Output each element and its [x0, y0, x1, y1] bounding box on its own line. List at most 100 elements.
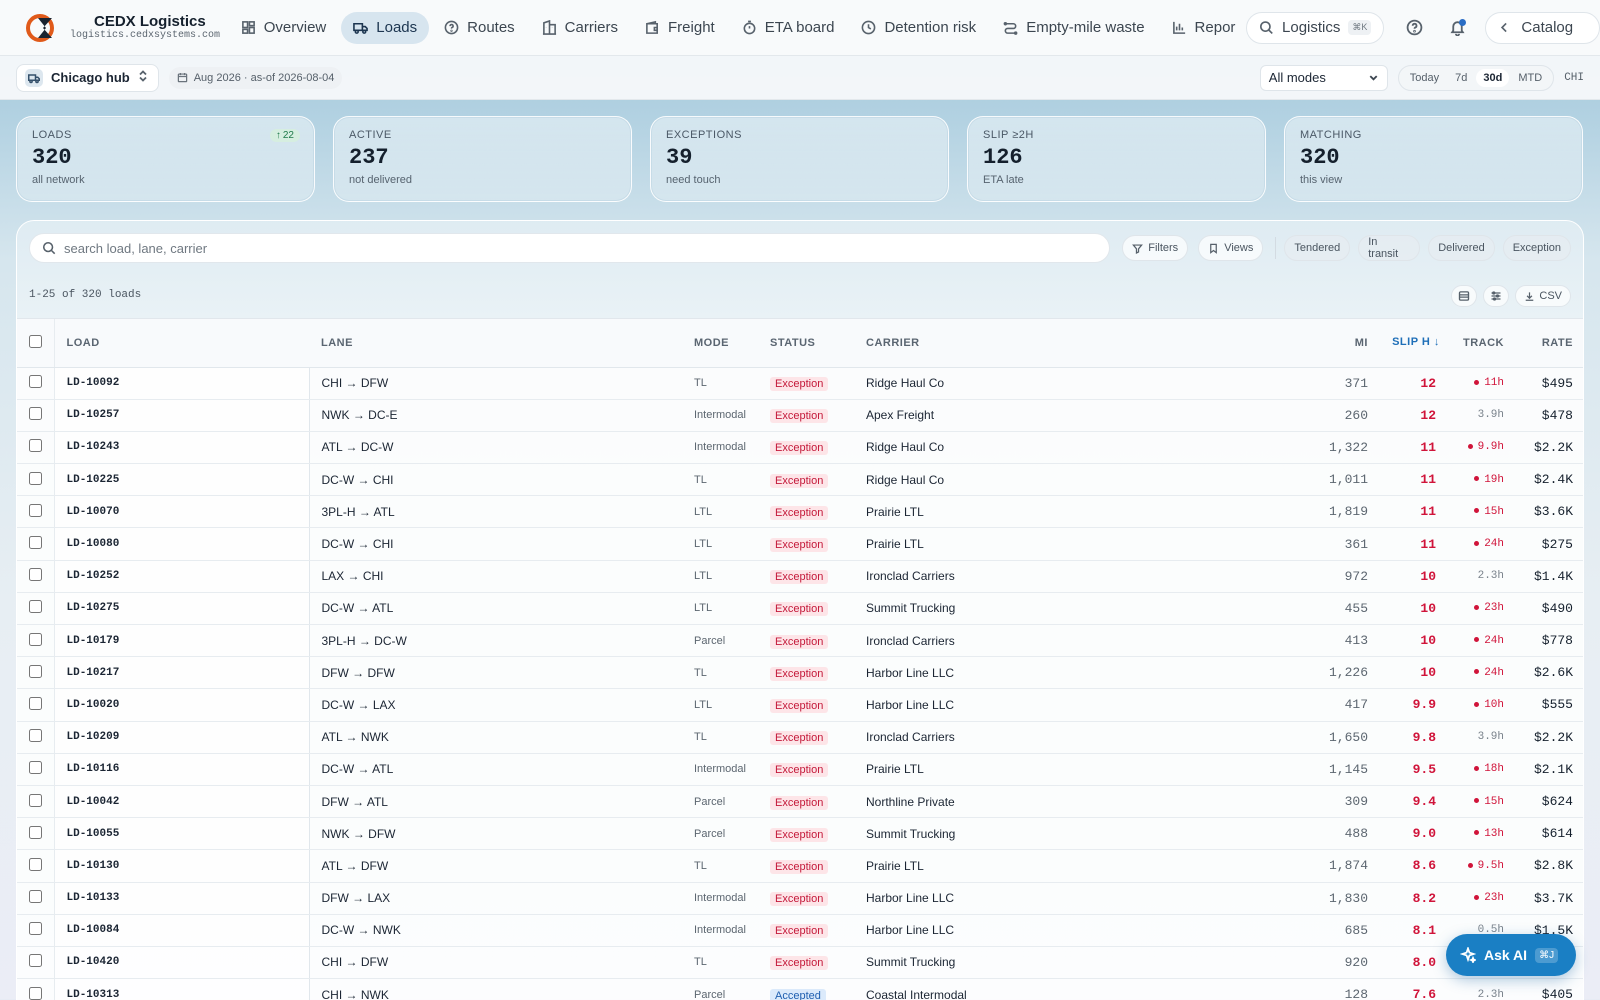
table-row[interactable]: LD-10084 DC-W → NWK Intermodal Exception Har… — [17, 914, 1583, 947]
status-chip-exception[interactable]: Exception — [1502, 235, 1571, 261]
row-checkbox[interactable] — [28, 439, 42, 453]
status-chip-delivered[interactable]: Delivered — [1428, 235, 1495, 261]
load-id[interactable]: LD-10130 — [54, 849, 310, 883]
load-id[interactable]: LD-10217 — [54, 656, 310, 690]
row-checkbox[interactable] — [28, 600, 42, 614]
row-checkbox[interactable] — [28, 471, 42, 485]
load-id[interactable]: LD-10275 — [54, 592, 310, 626]
density-button[interactable] — [1451, 285, 1478, 307]
table-row[interactable]: LD-10257 NWK → DC-E Intermodal Exception Ape… — [17, 399, 1583, 432]
table-row[interactable]: LD-10243 ATL → DC-W Intermodal Exception Rid… — [17, 431, 1583, 465]
row-checkbox[interactable] — [28, 729, 42, 743]
nav-item-overview[interactable]: Overview — [229, 12, 339, 44]
load-id[interactable]: LD-10420 — [54, 946, 310, 980]
table-row[interactable]: LD-10179 3PL-H → DC-W Parcel Exception Ironc… — [17, 624, 1583, 658]
load-id[interactable]: LD-10070 — [54, 495, 310, 529]
load-id[interactable]: LD-10055 — [54, 817, 310, 851]
table-row[interactable]: LD-10070 3PL-H → ATL LTL Exception Prairie L… — [17, 495, 1583, 529]
filters-button[interactable]: Filters — [1122, 235, 1189, 261]
load-id[interactable]: LD-10084 — [54, 914, 310, 947]
row-checkbox[interactable] — [28, 568, 42, 582]
row-checkbox[interactable] — [28, 922, 42, 936]
nav-item-loads[interactable]: Loads — [341, 11, 430, 44]
row-checkbox[interactable] — [28, 632, 42, 646]
nav-item-detention-risk[interactable]: Detention risk — [849, 12, 988, 44]
row-checkbox[interactable] — [28, 857, 42, 871]
col-carrier[interactable]: CARRIER — [866, 319, 1296, 368]
nav-item-eta-board[interactable]: ETA board — [730, 12, 847, 44]
col-rate[interactable]: RATE — [1516, 319, 1583, 368]
load-search-input[interactable]: search load, lane, carrier — [29, 233, 1111, 263]
row-checkbox[interactable] — [28, 536, 42, 550]
table-row[interactable]: LD-10055 NWK → DFW Parcel Exception Summit T… — [17, 817, 1583, 851]
row-checkbox[interactable] — [28, 761, 42, 775]
table-row[interactable]: LD-10080 DC-W → CHI LTL Exception Prairie LT… — [17, 527, 1583, 561]
table-row[interactable]: LD-10313 CHI → NWK Parcel Accepted Coastal I… — [17, 978, 1583, 1000]
load-id[interactable]: LD-10080 — [54, 527, 310, 561]
select-all-checkbox[interactable] — [28, 334, 42, 348]
ask-ai-button[interactable]: Ask AI ⌘J — [1446, 934, 1576, 976]
col-track[interactable]: TRACK — [1452, 319, 1516, 368]
row-checkbox[interactable] — [28, 986, 42, 1000]
global-search[interactable]: Logistics ⌘K — [1246, 11, 1385, 44]
table-row[interactable]: LD-10252 LAX → CHI LTL Exception Ironclad Ca… — [17, 560, 1583, 593]
row-checkbox[interactable] — [28, 793, 42, 807]
col-slip-sorted[interactable]: SLIP H ↓ — [1380, 319, 1452, 368]
csv-export-button[interactable]: CSV — [1515, 285, 1571, 307]
nav-item-reports[interactable]: Repor — [1160, 12, 1240, 44]
nav-item-carriers[interactable]: Carriers — [530, 12, 630, 44]
load-id[interactable]: LD-10257 — [54, 399, 310, 432]
load-id[interactable]: LD-10243 — [54, 431, 310, 465]
row-checkbox[interactable] — [28, 954, 42, 968]
status-chip-in-transit[interactable]: In transit — [1358, 235, 1421, 261]
date-chip[interactable]: Aug 2026 · as-of 2026-08-04 — [168, 66, 343, 89]
col-mode[interactable]: MODE — [694, 319, 770, 368]
table-row[interactable]: LD-10133 DFW → LAX Intermodal Exception Harb… — [17, 882, 1583, 915]
brand[interactable]: CEDX Logistics logistics.cedxsystems.com — [0, 13, 229, 42]
load-id[interactable]: LD-10133 — [54, 882, 310, 915]
table-row[interactable]: LD-10420 CHI → DFW TL Exception Summit Truck… — [17, 946, 1583, 980]
views-button[interactable]: Views — [1198, 235, 1264, 261]
nav-item-empty-mile-waste[interactable]: Empty-mile waste — [991, 12, 1156, 44]
kpi-active[interactable]: ACTIVE 237 not delivered — [333, 116, 632, 202]
table-row[interactable]: LD-10042 DFW → ATL Parcel Exception Northlin… — [17, 785, 1583, 819]
mode-select[interactable]: All modes — [1259, 64, 1388, 91]
col-status[interactable]: STATUS — [770, 319, 866, 368]
catalog-button[interactable]: Catalog — [1485, 11, 1600, 44]
row-checkbox[interactable] — [28, 890, 42, 904]
range-30d[interactable]: 30d — [1476, 68, 1510, 87]
columns-button[interactable] — [1483, 285, 1510, 307]
row-checkbox[interactable] — [28, 503, 42, 517]
status-chip-tendered[interactable]: Tendered — [1284, 235, 1351, 261]
notifications-button[interactable] — [1442, 12, 1474, 44]
load-id[interactable]: LD-10225 — [54, 463, 310, 497]
range-today[interactable]: Today — [1409, 71, 1440, 84]
load-id[interactable]: LD-10313 — [54, 978, 310, 1000]
table-row[interactable]: LD-10275 DC-W → ATL LTL Exception Summit Tru… — [17, 592, 1583, 626]
row-checkbox[interactable] — [28, 407, 42, 421]
row-checkbox[interactable] — [28, 664, 42, 678]
range-7d[interactable]: 7d — [1455, 71, 1468, 84]
nav-item-freight[interactable]: Freight — [633, 12, 727, 44]
load-id[interactable]: LD-10042 — [54, 785, 310, 819]
row-checkbox[interactable] — [28, 825, 42, 839]
kpi-slip[interactable]: SLIP ≥2H 126 ETA late — [967, 116, 1266, 202]
load-id[interactable]: LD-10252 — [54, 560, 310, 593]
row-checkbox[interactable] — [28, 375, 42, 389]
kpi-matching[interactable]: MATCHING 320 this view — [1284, 116, 1583, 202]
kpi-exceptions[interactable]: EXCEPTIONS 39 need touch — [650, 116, 949, 202]
table-row[interactable]: LD-10092 CHI → DFW TL Exception Ridge Haul C… — [17, 367, 1583, 400]
row-checkbox[interactable] — [28, 696, 42, 710]
col-mi[interactable]: MI — [1296, 319, 1380, 368]
table-row[interactable]: LD-10116 DC-W → ATL Intermodal Exception Pra… — [17, 753, 1583, 786]
table-row[interactable]: LD-10209 ATL → NWK TL Exception Ironclad Car… — [17, 721, 1583, 754]
kpi-loads[interactable]: LOADS 320 all network ↑ 22 — [16, 116, 315, 202]
load-id[interactable]: LD-10209 — [54, 721, 310, 754]
load-id[interactable]: LD-10020 — [54, 688, 310, 722]
load-id[interactable]: LD-10179 — [54, 624, 310, 658]
col-lane[interactable]: LANE — [309, 319, 694, 368]
help-button[interactable] — [1398, 12, 1430, 44]
table-row[interactable]: LD-10225 DC-W → CHI TL Exception Ridge Haul … — [17, 463, 1583, 497]
table-row[interactable]: LD-10130 ATL → DFW TL Exception Prairie LTL 1… — [17, 849, 1583, 883]
hub-selector[interactable]: Chicago hub — [16, 63, 159, 92]
